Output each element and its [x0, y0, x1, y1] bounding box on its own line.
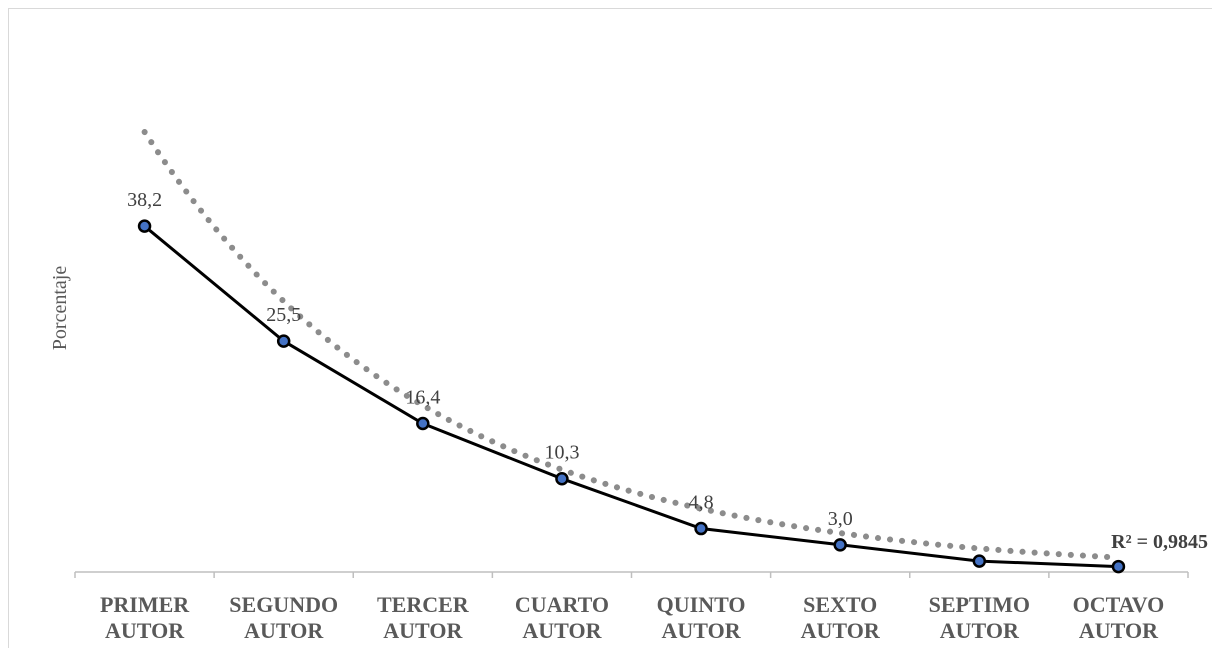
data-point — [555, 471, 569, 486]
x-tick-label: CUARTO — [515, 592, 609, 617]
x-tick-label: SEPTIMO — [929, 592, 1030, 617]
data-point — [972, 554, 987, 568]
r-squared-label: R² = 0,9845 — [1111, 531, 1208, 553]
data-point — [416, 416, 430, 431]
x-tick-label: AUTOR — [940, 618, 1020, 643]
x-tick-label: SEGUNDO — [229, 592, 338, 617]
data-label: 10,3 — [544, 442, 579, 464]
chart-frame — [8, 8, 1212, 648]
axis-layer — [74, 571, 1189, 578]
y-axis-label: Porcentaje — [49, 266, 71, 351]
x-tick-label: SEXTO — [803, 592, 877, 617]
x-tick-label: AUTOR — [522, 618, 602, 643]
data-label: 3,0 — [828, 508, 853, 530]
x-tick-label: AUTOR — [383, 618, 463, 643]
x-tick-label: AUTOR — [801, 618, 881, 643]
trendline — [141, 129, 1122, 561]
trendline-layer — [141, 129, 1122, 561]
data-point — [276, 334, 291, 348]
x-tick-label: AUTOR — [105, 618, 185, 643]
data-point — [1111, 559, 1126, 574]
x-tick-label: TERCER — [377, 592, 470, 617]
data-label: 16,4 — [405, 387, 440, 409]
x-tick-label: AUTOR — [1079, 618, 1159, 643]
data-label: 4,8 — [689, 492, 714, 514]
data-label: 25,5 — [266, 304, 301, 326]
x-tick-label: PRIMER — [100, 592, 190, 617]
x-tick-label: AUTOR — [662, 618, 742, 643]
series-line — [143, 225, 1119, 569]
series-layer — [137, 219, 1126, 574]
x-tick-label: AUTOR — [244, 618, 324, 643]
data-point — [137, 219, 152, 233]
x-tick-label: OCTAVO — [1073, 592, 1165, 617]
data-point — [694, 521, 708, 536]
x-tick-label: QUINTO — [657, 592, 746, 617]
data-label: 38,2 — [127, 189, 162, 211]
data-point — [833, 538, 847, 552]
label-layer: PRIMERAUTORSEGUNDOAUTORTERCERAUTORCUARTO… — [100, 189, 1208, 643]
